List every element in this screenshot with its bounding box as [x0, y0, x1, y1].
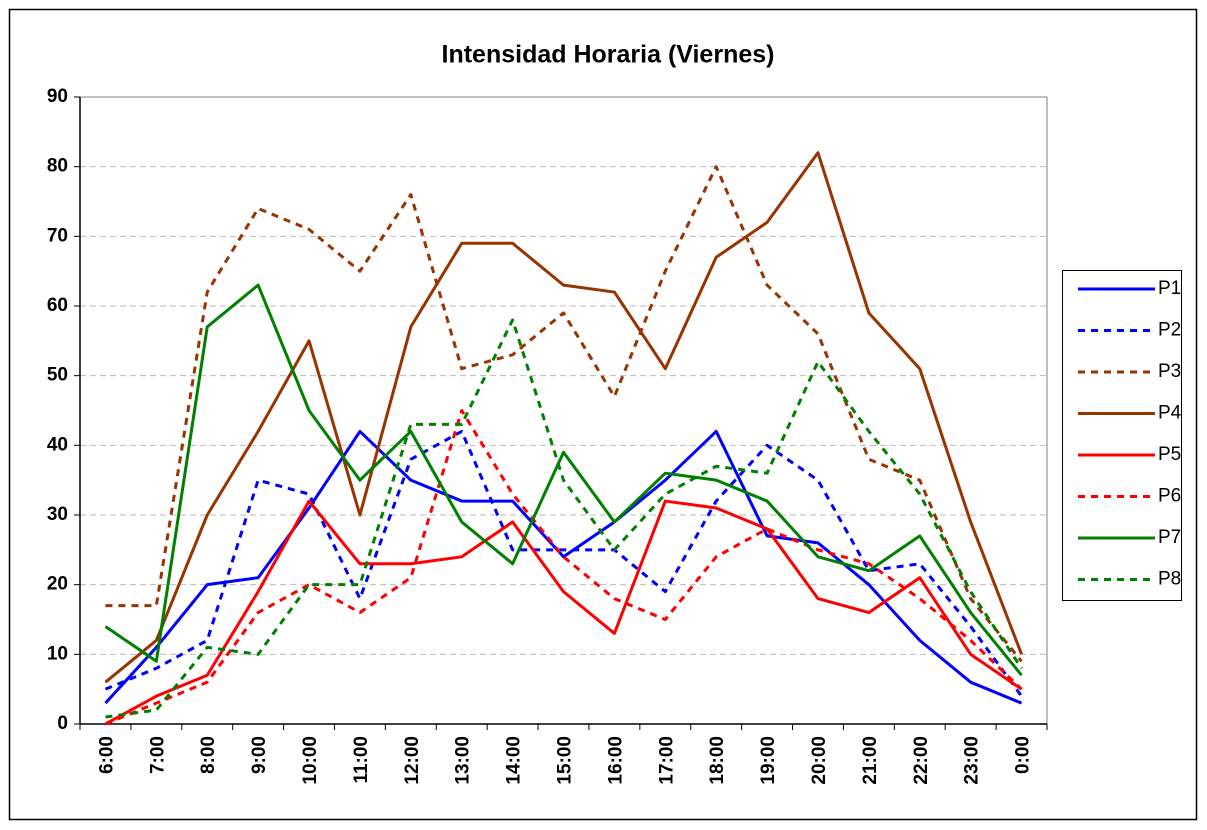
y-tick-label: 50 [47, 365, 68, 386]
y-tick-label: 60 [47, 295, 68, 316]
x-tick-label: 23:00 [962, 736, 983, 785]
legend-label: P4 [1158, 403, 1182, 424]
series-line [104, 429, 1023, 705]
x-tick-label: 15:00 [555, 736, 576, 785]
legend-label: P3 [1158, 361, 1181, 382]
legend [1062, 270, 1182, 601]
x-tick-label: 6:00 [96, 736, 117, 774]
legend-label: P8 [1158, 569, 1181, 590]
x-tick-label: 11:00 [351, 736, 372, 784]
x-tick-label: 9:00 [249, 736, 270, 774]
y-tick-label: 30 [47, 504, 68, 525]
x-tick-label: 0:00 [1013, 736, 1034, 774]
series-line [104, 429, 1023, 698]
y-tick-label: 40 [47, 434, 68, 455]
x-tick-label: 7:00 [147, 736, 168, 774]
x-tick-label: 10:00 [300, 736, 321, 785]
x-tick-label: 17:00 [656, 736, 677, 785]
x-tick-label: 19:00 [758, 736, 779, 785]
legend-label: P1 [1158, 278, 1181, 299]
y-tick-label: 80 [47, 156, 68, 177]
x-tick-label: 16:00 [605, 736, 626, 785]
y-tick-label: 20 [47, 574, 68, 595]
legend-label: P7 [1158, 527, 1181, 548]
series-line [104, 283, 1023, 677]
legend-label: P6 [1158, 486, 1181, 507]
series-line [104, 409, 1023, 726]
x-tick-label: 21:00 [860, 736, 881, 785]
x-tick-label: 18:00 [707, 736, 728, 785]
x-tick-label: 20:00 [809, 736, 830, 785]
series-line [105, 318, 1023, 719]
y-tick-label: 0 [57, 713, 68, 734]
x-tick-label: 12:00 [402, 736, 423, 785]
x-tick-label: 8:00 [198, 736, 219, 774]
legend-label: P5 [1158, 444, 1181, 465]
y-tick-label: 70 [47, 225, 68, 246]
plot-area [79, 96, 1048, 725]
series-line [104, 151, 1023, 684]
y-tick-label: 10 [47, 643, 68, 664]
y-tick-label: 90 [47, 86, 68, 107]
x-tick-label: 22:00 [911, 736, 932, 785]
series-line [105, 165, 1023, 663]
series-line [104, 499, 1023, 726]
x-tick-label: 13:00 [453, 736, 474, 785]
x-tick-label: 14:00 [504, 736, 525, 785]
legend-label: P2 [1158, 320, 1181, 341]
chart-title: Intensidad Horaria (Viernes) [442, 41, 775, 69]
